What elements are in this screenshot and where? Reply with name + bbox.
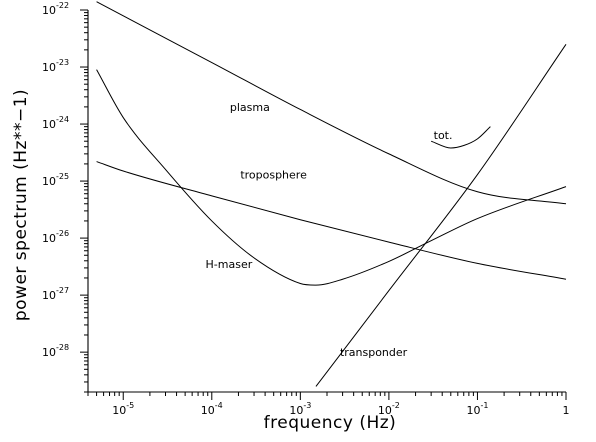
x-tick-label: 10-2 (378, 401, 400, 417)
x-tick-exponent: -3 (303, 401, 311, 410)
series-labels: plasma tot. troposphere H-maser transponder (206, 101, 453, 359)
label-transponder: transponder (340, 346, 408, 359)
series-line-plasma (96, 1, 567, 205)
x-ticks: 10-5 10-4 10-3 10-2 10-1 1 (87, 392, 570, 417)
x-tick-exponent: -2 (392, 401, 400, 410)
x-tick-label: 10-1 (466, 401, 488, 417)
y-tick-base: 10 (42, 232, 56, 245)
y-tick-base: 10 (42, 175, 56, 188)
series-line-h-maser (96, 69, 567, 286)
y-tick-base: 10 (42, 289, 56, 302)
x-tick-exponent: -5 (126, 401, 134, 410)
x-tick-label: 10-4 (201, 401, 223, 417)
x-tick-label: 10-5 (112, 401, 134, 417)
series-line-tot (430, 126, 491, 149)
y-tick-label: 10-26 (42, 229, 69, 245)
label-h-maser: H-maser (206, 258, 253, 271)
x-tick-base: 10 (112, 404, 126, 417)
y-tick-exponent: -25 (56, 172, 69, 181)
series-line-transponder (315, 44, 567, 387)
y-tick-exponent: -28 (56, 343, 69, 352)
y-tick-exponent: -24 (56, 115, 69, 124)
x-tick-base: 10 (378, 404, 392, 417)
y-tick-base: 10 (42, 346, 56, 359)
x-axis-title: frequency (Hz) (264, 413, 397, 433)
series-line-troposphere (96, 161, 567, 280)
y-tick-base: 10 (42, 4, 56, 17)
x-tick-base: 10 (201, 404, 215, 417)
label-tot: tot. (434, 129, 453, 142)
x-tick-exponent: -4 (215, 401, 223, 410)
x-tick-label: 10-3 (289, 401, 311, 417)
x-tick-base: 10 (289, 404, 303, 417)
label-plasma: plasma (230, 101, 270, 114)
y-tick-label: 10-23 (42, 58, 69, 74)
series-curves (96, 1, 567, 387)
label-troposphere: troposphere (240, 169, 307, 182)
axes (87, 10, 566, 393)
y-tick-label: 10-25 (42, 172, 69, 188)
y-tick-exponent: -27 (56, 286, 69, 295)
y-tick-label: 10-22 (42, 1, 69, 17)
y-tick-exponent: -23 (56, 58, 69, 67)
y-tick-label: 10-24 (42, 115, 69, 131)
x-tick-base: 1 (563, 404, 570, 417)
y-tick-base: 10 (42, 61, 56, 74)
x-tick-base: 10 (466, 404, 480, 417)
x-tick-exponent: -1 (480, 401, 488, 410)
y-tick-label: 10-27 (42, 286, 69, 302)
y-tick-label: 10-28 (42, 343, 69, 359)
y-tick-base: 10 (42, 118, 56, 131)
y-tick-exponent: -26 (56, 229, 69, 238)
y-axis-title: power spectrum (Hz**−1) (11, 89, 31, 321)
x-tick-label: 1 (563, 404, 570, 417)
y-tick-exponent: -22 (56, 1, 69, 10)
